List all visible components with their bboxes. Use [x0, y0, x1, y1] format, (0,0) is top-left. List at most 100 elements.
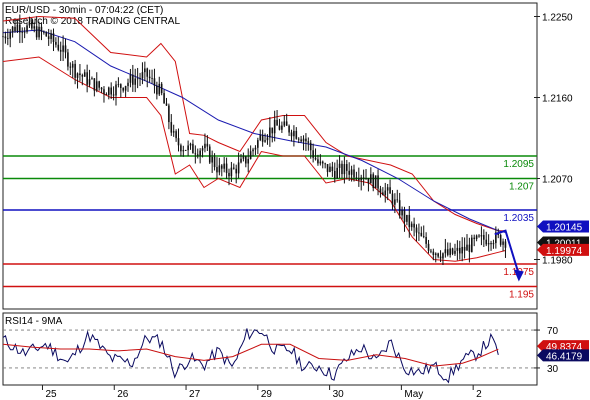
candle-body — [379, 188, 382, 193]
candle-body — [158, 83, 161, 95]
candle-body — [362, 177, 365, 179]
candle-body — [249, 151, 252, 160]
candle-body — [74, 63, 76, 78]
candle-body — [175, 131, 177, 139]
candle-body — [141, 72, 144, 79]
candle-body — [480, 235, 483, 237]
candle-body — [35, 26, 38, 38]
candle-body — [386, 187, 389, 191]
candle-body — [355, 177, 358, 179]
candle-body — [98, 81, 100, 88]
candle-body — [396, 199, 399, 201]
candle-body — [112, 94, 115, 96]
candle-body — [199, 150, 201, 156]
candle-body — [444, 249, 447, 254]
candle-body — [374, 175, 377, 189]
price-projection — [494, 229, 524, 282]
x-tick-label: 30 — [333, 389, 345, 400]
candle-body — [372, 174, 375, 189]
candle-body — [333, 170, 336, 179]
candle-body — [466, 244, 468, 251]
candle-body — [136, 78, 139, 80]
candle-body — [401, 210, 403, 216]
chart-subtitle: Research © 2018 TRADING CENTRAL — [5, 16, 180, 27]
candle-body — [264, 140, 266, 142]
candle-body — [367, 178, 370, 184]
candle-body — [67, 52, 69, 67]
candle-body — [148, 76, 151, 79]
candle-body — [93, 78, 96, 91]
candle-body — [129, 74, 132, 83]
candle-body — [52, 33, 55, 42]
candle-body — [180, 145, 182, 152]
candle-body — [281, 125, 283, 130]
candle-body — [55, 41, 57, 45]
candle-body — [204, 143, 206, 149]
candle-body — [297, 138, 300, 140]
candle-body — [439, 256, 442, 259]
candle-body — [38, 26, 40, 38]
candle-body — [163, 93, 165, 104]
candle-body — [240, 158, 242, 163]
candle-body — [278, 125, 281, 130]
candle-body — [208, 146, 211, 163]
candle-body — [290, 132, 293, 137]
candle-body — [64, 45, 67, 53]
level-label-resistance: 1.2095 — [503, 159, 534, 170]
candle-body — [134, 78, 137, 85]
price-tick-label: 1.2160 — [542, 94, 573, 105]
candle-body — [458, 247, 461, 254]
price-panel: EUR/USD - 30min - 07:04:22 (CET) Researc… — [2, 2, 589, 332]
candle-body — [358, 178, 360, 181]
candle-body — [487, 243, 490, 245]
candle-body — [398, 200, 401, 216]
candle-body — [26, 25, 28, 32]
candle-body — [463, 246, 466, 251]
candle-body — [14, 26, 16, 32]
candle-body — [331, 166, 334, 171]
candle-body — [21, 32, 24, 33]
candle-body — [223, 163, 225, 169]
candle-body — [201, 148, 204, 151]
projection-arrowhead — [513, 269, 524, 282]
candle-body — [271, 127, 274, 134]
candle-body — [475, 235, 478, 239]
candle-body — [483, 235, 485, 240]
candle-body — [71, 63, 74, 68]
candle-body — [50, 33, 52, 39]
x-axis: 25 26 27 29 30 May 2 — [41, 385, 482, 400]
candle-body — [266, 137, 269, 141]
candle-body — [40, 26, 43, 32]
candle-body — [350, 169, 353, 175]
rsi-ma-line — [2, 343, 499, 367]
candle-body — [276, 119, 278, 126]
bollinger-lower-line — [2, 56, 506, 262]
rsi-tick-label: 70 — [547, 326, 559, 337]
candle-body — [317, 159, 319, 164]
candle-body — [245, 156, 247, 164]
rsi-label-ma-box — [537, 340, 589, 353]
candle-body — [59, 49, 62, 52]
price-label-lower: 1.19974 — [546, 246, 583, 257]
candle-body — [146, 68, 149, 77]
candle-body — [170, 122, 173, 133]
candle-body — [168, 105, 170, 123]
candle-body — [117, 84, 120, 85]
level-label-support: 1.195 — [509, 290, 534, 301]
candle-body — [415, 227, 418, 233]
candle-body — [225, 163, 228, 173]
candle-body — [110, 87, 112, 95]
candle-body — [2, 36, 4, 38]
candle-body — [165, 103, 168, 106]
candle-body — [300, 139, 302, 142]
candle-body — [336, 167, 338, 179]
candle-body — [247, 159, 250, 164]
candle-body — [430, 250, 432, 252]
candle-body — [232, 167, 235, 169]
candle-body — [160, 83, 163, 94]
rsi-tick-label: 30 — [547, 364, 559, 375]
candle-body — [156, 85, 158, 95]
candle-body — [189, 143, 192, 146]
candle-body — [257, 140, 259, 148]
candle-body — [62, 45, 64, 52]
